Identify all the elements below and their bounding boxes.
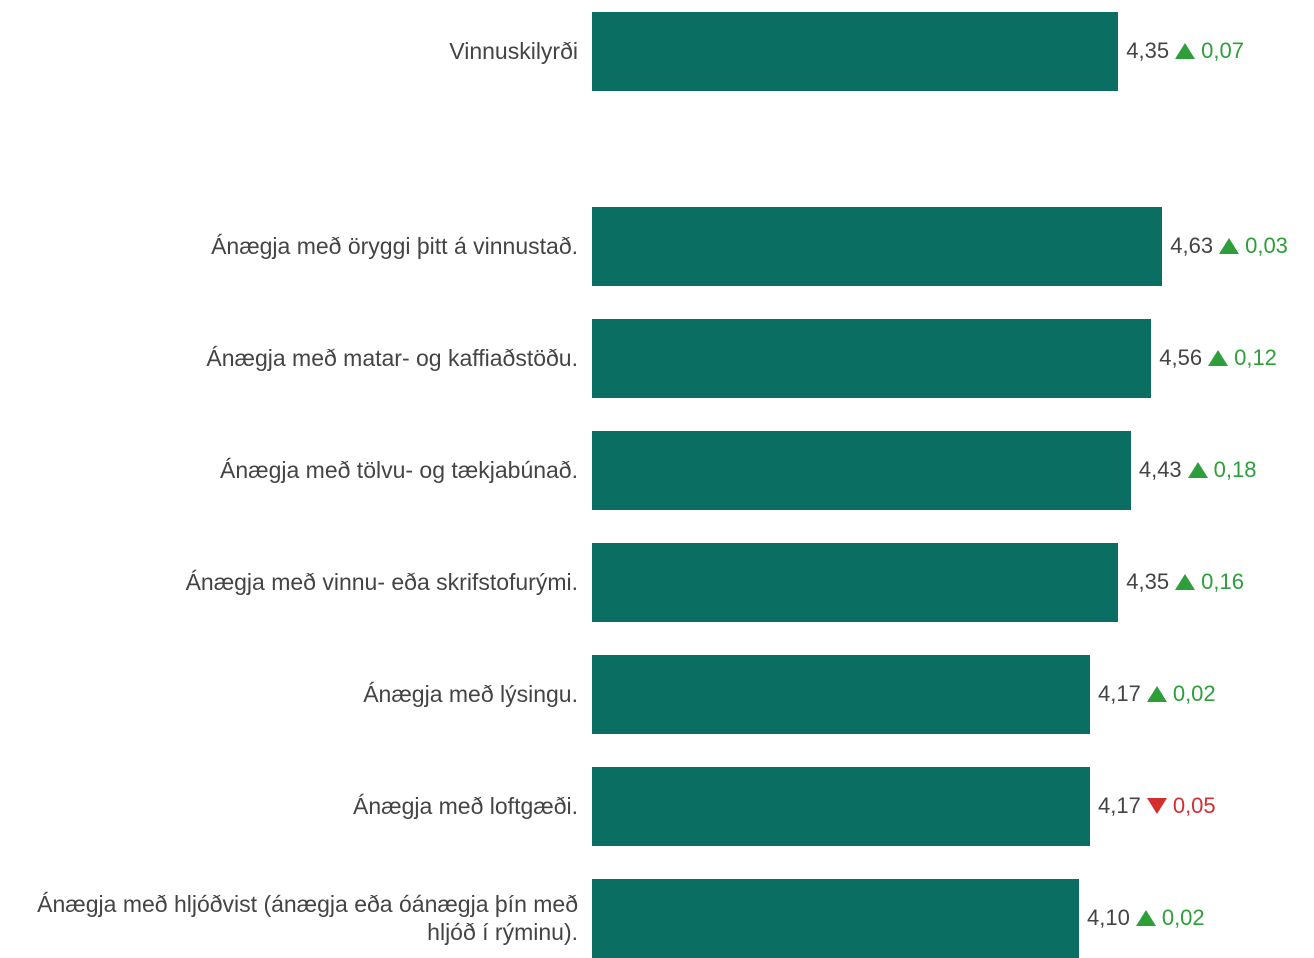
value-group: 4,17 0,05 <box>1098 793 1216 819</box>
value-group: 4,17 0,02 <box>1098 681 1216 707</box>
bar <box>592 11 1119 91</box>
bar <box>592 206 1163 286</box>
category-label: Ánægja með hljóðvist (ánægja eða óánægja… <box>37 891 578 945</box>
arrow-shape <box>1208 350 1229 366</box>
arrow-shape <box>1187 462 1208 478</box>
change-label: 0,02 <box>1161 905 1205 930</box>
category-label: Ánægja með matar- og kaffiaðstöðu. <box>206 345 578 371</box>
value-label: 4,63 <box>1170 233 1214 258</box>
change-label: 0,16 <box>1201 569 1244 594</box>
bar <box>592 766 1090 846</box>
change-arrow <box>1146 686 1167 702</box>
value-label: 4,35 <box>1126 569 1170 594</box>
category-label: Ánægja með öryggi þitt á vinnustað. <box>211 233 578 259</box>
value-group: 4,35 0,07 <box>1126 38 1244 64</box>
arrow-shape <box>1146 798 1167 814</box>
value-label: 4,17 <box>1098 681 1141 706</box>
change-arrow <box>1175 574 1196 590</box>
arrow-shape <box>1219 238 1240 254</box>
value-group: 4,35 0,16 <box>1126 569 1244 595</box>
change-arrow <box>1219 238 1240 254</box>
value-label: 4,56 <box>1159 345 1203 370</box>
change-arrow <box>1175 43 1196 59</box>
bar <box>592 318 1152 398</box>
category-label: Vinnuskilyrði <box>449 38 578 64</box>
arrow-shape <box>1135 910 1156 926</box>
arrow-shape <box>1146 686 1167 702</box>
change-label: 0,18 <box>1213 457 1257 482</box>
value-label: 4,43 <box>1138 457 1182 482</box>
change-label: 0,02 <box>1172 681 1216 706</box>
value-label: 4,35 <box>1126 38 1170 63</box>
category-label: Ánægja með tölvu- og tækjabúnað. <box>220 457 578 483</box>
category-label: Ánægja með lýsingu. <box>363 681 578 707</box>
category-label: Ánægja með loftgæði. <box>352 793 578 819</box>
change-label: 0,03 <box>1245 233 1288 258</box>
change-arrow <box>1135 910 1156 926</box>
value-group: 4,10 0,02 <box>1087 905 1205 931</box>
arrow-shape <box>1175 574 1196 590</box>
change-label: 0,12 <box>1234 345 1277 370</box>
bar <box>592 430 1131 510</box>
change-arrow <box>1146 798 1167 814</box>
change-label: 0,07 <box>1201 38 1244 63</box>
change-label: 0,05 <box>1172 793 1216 818</box>
bar <box>592 878 1079 958</box>
change-arrow <box>1187 462 1208 478</box>
change-arrow <box>1208 350 1229 366</box>
value-group: 4,63 0,03 <box>1170 233 1288 259</box>
arrow-shape <box>1175 43 1196 59</box>
value-group: 4,43 0,18 <box>1139 457 1257 483</box>
value-label: 4,17 <box>1098 793 1141 818</box>
bar <box>592 654 1090 734</box>
value-group: 4,56 0,12 <box>1159 345 1277 371</box>
category-label: Ánægja með vinnu- eða skrifstofurými. <box>185 569 578 595</box>
value-label: 4,10 <box>1087 905 1130 930</box>
bar <box>592 542 1119 622</box>
